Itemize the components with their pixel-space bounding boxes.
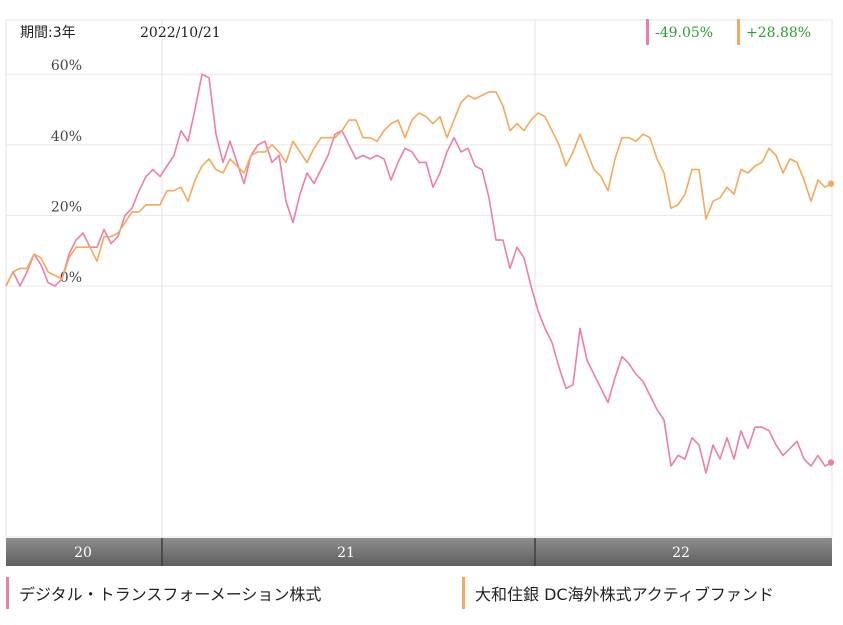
legend-label-series-1: デジタル・トランスフォーメーション株式 xyxy=(19,585,322,604)
return-marker-series-2 xyxy=(737,19,740,45)
x-period-label: 22 xyxy=(672,545,690,561)
series-lines xyxy=(5,73,835,474)
date-label: 2022/10/21 xyxy=(140,25,221,41)
series-end-marker-2 xyxy=(827,180,835,187)
return-marker-series-1 xyxy=(646,19,649,45)
x-period-label: 21 xyxy=(337,545,355,561)
y-tick-label: 60% xyxy=(51,58,82,74)
y-tick-label: 20% xyxy=(51,199,82,215)
grid xyxy=(5,19,833,538)
legend-label-series-2: 大和住銀 DC海外株式アクティブファンド xyxy=(475,585,774,604)
x-period-label: 20 xyxy=(74,545,92,561)
legend-swatch-series-2 xyxy=(462,577,465,609)
y-tick-label: 40% xyxy=(51,129,82,145)
period-label: 期間:3年 xyxy=(20,25,76,41)
legend-item-series-2: 大和住銀 DC海外株式アクティブファンド xyxy=(462,576,774,610)
line-chart: 60% 40% 20% 0% 20 21 22 期間:3年 2022/10/21 -49.… xyxy=(5,19,835,566)
return-value-series-2: +28.88% xyxy=(746,25,811,41)
x-axis-band-bg xyxy=(6,538,832,566)
y-tick-label: 0% xyxy=(60,270,82,286)
plot-border xyxy=(5,19,833,538)
return-value-series-1: -49.05% xyxy=(655,25,713,41)
series-line-1 xyxy=(5,73,833,474)
x-axis-band: 20 21 22 xyxy=(6,538,832,566)
series-line-2 xyxy=(5,91,833,287)
legend-swatch-series-1 xyxy=(6,577,9,609)
legend-item-series-1: デジタル・トランスフォーメーション株式 xyxy=(6,576,321,610)
period-dividers xyxy=(161,20,536,537)
y-axis-ticks: 60% 40% 20% 0% xyxy=(51,58,82,286)
series-end-marker-1 xyxy=(827,459,835,466)
